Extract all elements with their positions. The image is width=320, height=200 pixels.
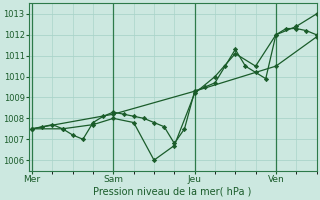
- X-axis label: Pression niveau de la mer( hPa ): Pression niveau de la mer( hPa ): [93, 187, 252, 197]
